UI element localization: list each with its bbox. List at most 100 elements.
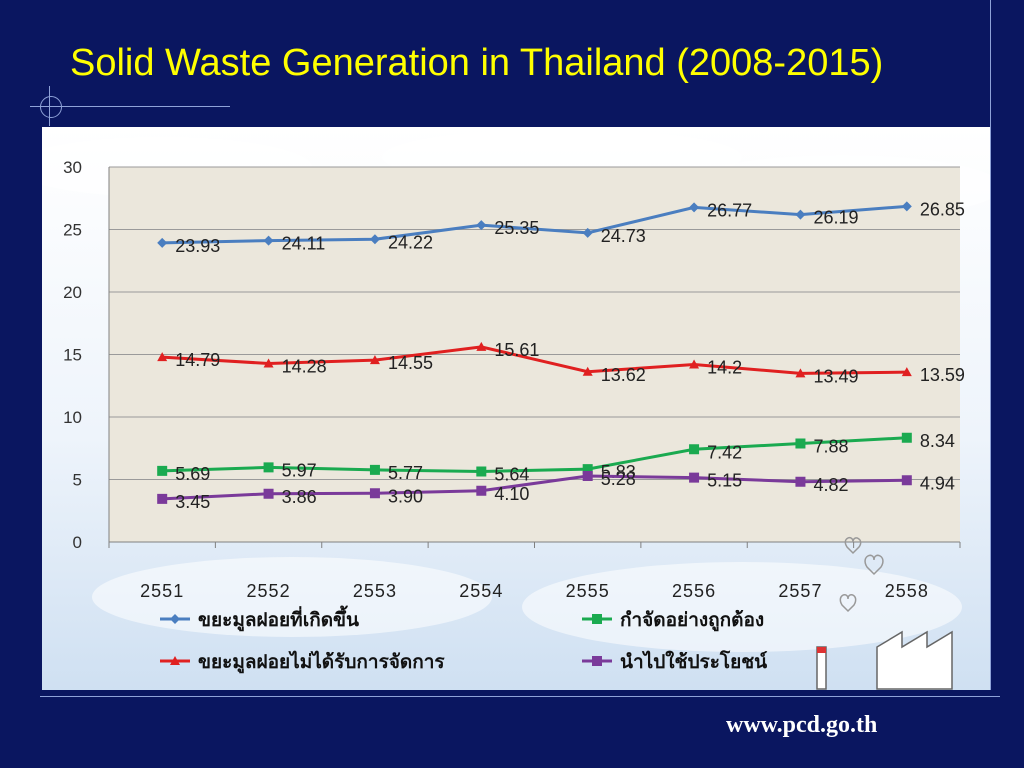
data-label: 24.22 [388, 232, 433, 252]
data-label: 26.19 [813, 208, 858, 228]
legend-label: ขยะมูลฝอยที่เกิดขึ้น [198, 605, 359, 632]
chimney-stripe [817, 647, 826, 653]
data-label: 7.42 [707, 442, 742, 462]
data-point [689, 472, 700, 483]
data-point [582, 464, 593, 475]
y-axis: 0 5 10 15 20 25 30 [63, 158, 110, 552]
data-point [263, 235, 274, 246]
data-point [157, 465, 168, 476]
factory-chimney [816, 646, 827, 690]
data-label: 5.77 [388, 463, 423, 483]
series-group: 23.93 24.11 24.22 25.35 24.73 26.77 26.19 26.85… [157, 199, 965, 512]
data-label: 5.15 [707, 471, 742, 491]
legend-item: ขยะมูลฝอยที่เกิดขึ้น [160, 605, 359, 632]
x-axis: 2551 2552 2553 2554 2555 2556 2557 2558 [108, 541, 961, 601]
slide-title: Solid Waste Generation in Thailand (2008… [70, 42, 884, 84]
data-label: 5.97 [282, 460, 317, 480]
data-label: 5.28 [601, 469, 636, 489]
series-2: 5.69 5.97 5.77 5.64 5.837.42 7.88 8.34 [157, 431, 955, 485]
data-point [369, 464, 380, 475]
data-label: 14.28 [282, 357, 327, 377]
series-line [162, 204, 907, 245]
data-point [476, 220, 487, 231]
decorative-circle [40, 96, 62, 118]
series-line [162, 436, 907, 474]
data-label: 7.88 [813, 437, 848, 457]
data-label: 13.59 [920, 365, 965, 385]
chart-panel: 0 5 10 15 20 25 30 2551 2552 2553 2554 2555 2556 255… [42, 127, 990, 690]
data-label: 14.2 [707, 358, 742, 378]
data-label: 14.79 [175, 350, 220, 370]
y-tick-label: 30 [63, 158, 82, 177]
y-tick-label: 0 [73, 533, 82, 552]
data-point [582, 366, 593, 376]
data-point [582, 227, 593, 238]
factory-illustration [816, 536, 953, 690]
data-label: 3.45 [175, 492, 210, 512]
data-label: 26.85 [920, 199, 965, 219]
data-label: 23.93 [175, 236, 220, 256]
data-label: 15.61 [494, 340, 539, 360]
data-point [901, 367, 912, 377]
website-url: www.pcd.go.th [726, 712, 878, 738]
legend-marker [592, 656, 602, 666]
data-label: 26.77 [707, 200, 752, 220]
data-label: 13.62 [601, 365, 646, 385]
data-point [795, 368, 806, 378]
data-label: 24.11 [282, 234, 326, 254]
decorative-horizontal-line [30, 106, 230, 107]
data-point [476, 485, 487, 496]
x-tick-label: 2558 [885, 581, 929, 601]
x-tick-label: 2552 [247, 581, 291, 601]
data-point [795, 209, 806, 220]
data-label: 8.34 [920, 431, 955, 451]
x-tick-label: 2557 [778, 581, 822, 601]
y-tick-label: 10 [63, 408, 82, 427]
y-tick-label: 15 [63, 346, 82, 365]
y-tick-label: 5 [73, 471, 82, 490]
x-tick-label: 2555 [566, 581, 610, 601]
data-label: 5.64 [494, 465, 529, 485]
data-point [263, 488, 274, 499]
data-point [369, 488, 380, 499]
series-line [162, 474, 907, 501]
data-point [689, 359, 700, 369]
data-label: 3.90 [388, 486, 423, 506]
x-tick-label: 2554 [459, 581, 503, 601]
data-label: 25.35 [494, 218, 539, 238]
x-tick-label: 2551 [140, 581, 184, 601]
legend-marker [170, 656, 180, 665]
data-point [795, 476, 806, 487]
data-label: 24.73 [601, 226, 646, 246]
data-point [476, 341, 487, 351]
data-label: 13.49 [813, 366, 858, 386]
x-tick-label: 2553 [353, 581, 397, 601]
decorative-cross-line [49, 86, 50, 126]
heart-icon [844, 536, 862, 555]
cloud-4 [522, 562, 962, 652]
data-label: 4.82 [813, 475, 848, 495]
series-line [162, 345, 907, 375]
y-tick-label: 25 [63, 221, 82, 240]
heart-icon [864, 554, 884, 576]
factory-building [876, 630, 953, 690]
data-point [369, 355, 380, 365]
data-point [476, 466, 487, 477]
data-label: 4.94 [920, 473, 955, 493]
data-point [157, 493, 168, 504]
legend-item: ขยะมูลฝอยไม่ได้รับการจัดการ [160, 650, 445, 674]
legend-item: กำจัดอย่างถูกต้อง [582, 609, 764, 632]
data-label: 5.69 [175, 464, 210, 484]
legend-item: นำไปใช้ประโยชน์ [582, 650, 767, 673]
x-tick-label: 2556 [672, 581, 716, 601]
legend-marker [592, 614, 602, 624]
legend: ขยะมูลฝอยที่เกิดขึ้น กำจัดอย่างถูกต้องขยะ… [160, 605, 767, 674]
data-point [901, 475, 912, 486]
data-point [263, 358, 274, 368]
series-3: 3.45 3.86 3.90 4.10 5.28 5.15 4.82 4.94 [157, 469, 955, 512]
data-point [263, 462, 274, 473]
series-0: 23.93 24.11 24.22 25.35 24.73 26.77 26.19 26.85 [157, 199, 965, 256]
legend-label: กำจัดอย่างถูกต้อง [620, 609, 764, 632]
cloud-3 [92, 557, 492, 637]
